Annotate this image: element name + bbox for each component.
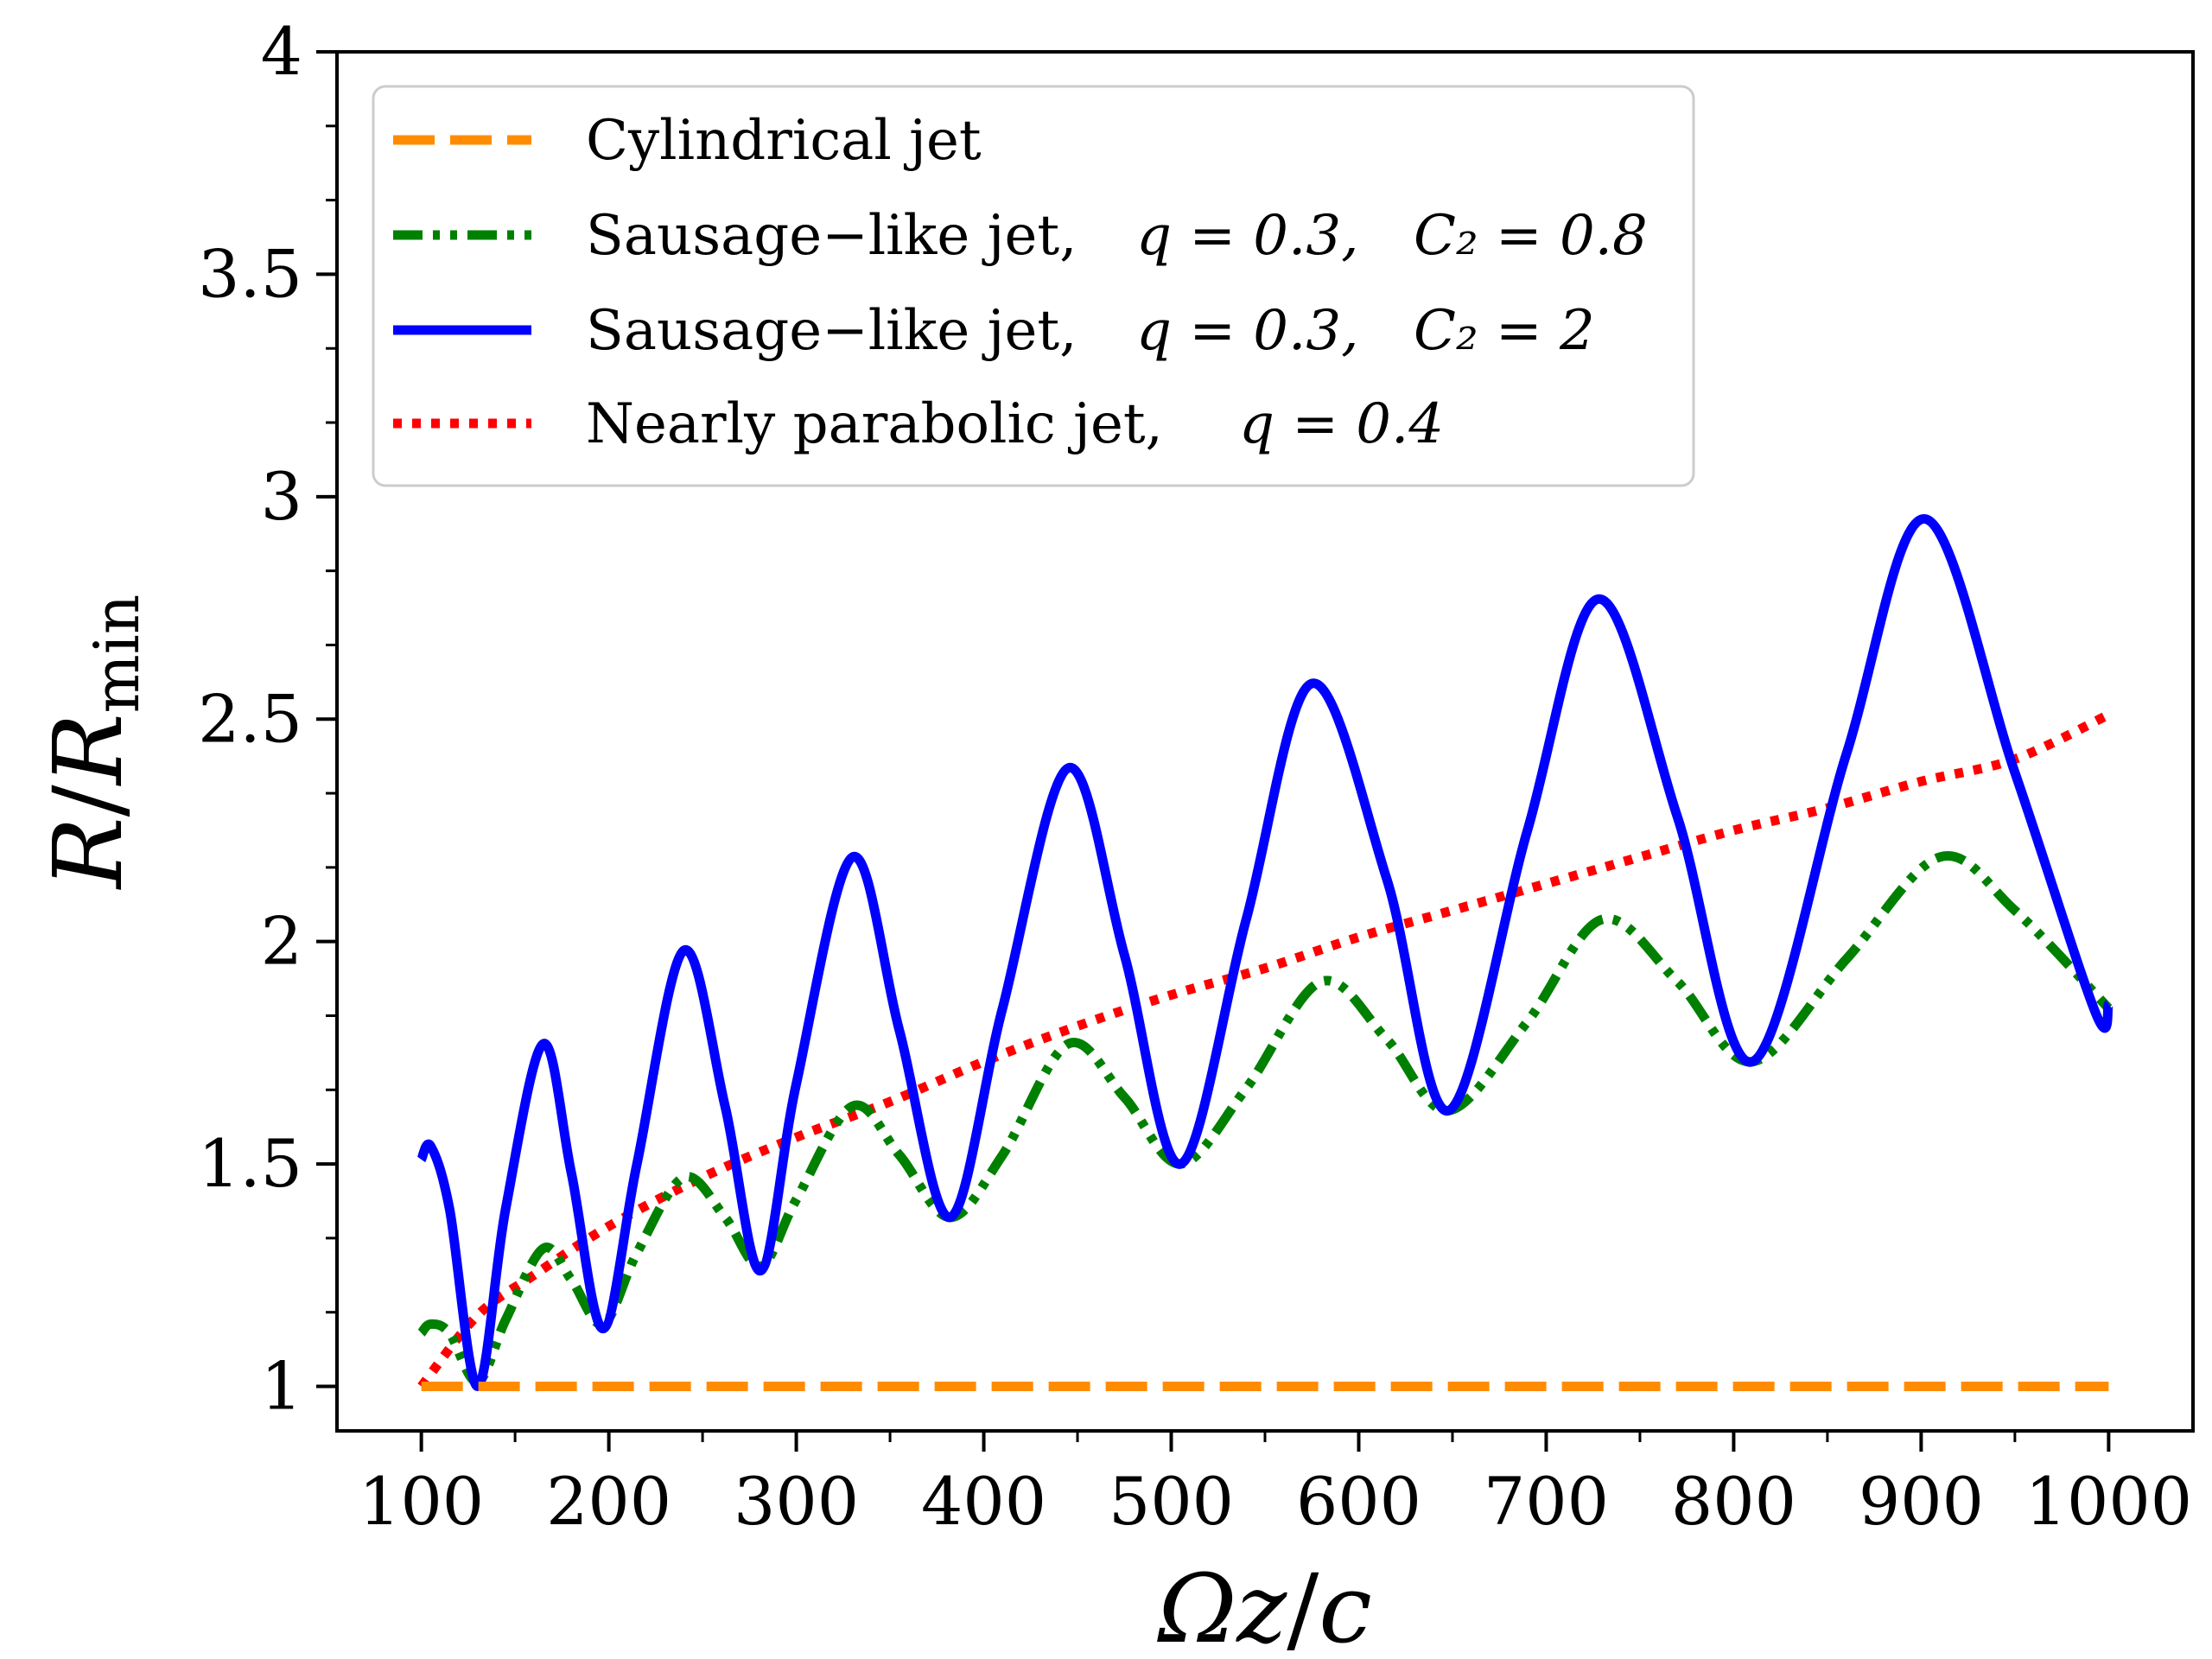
tick-labels: 100 200 300 400 500 600 700 800 900 1000 1 1.5 2 2.5 3… [198, 13, 2192, 1540]
y-axis-label-den: R [33, 713, 143, 786]
x-tick-label: 500 [1109, 1463, 1234, 1540]
x-tick-label: 100 [359, 1463, 484, 1540]
series-sausage-c08 [417, 851, 2113, 1387]
legend: Cylindrical jet Sausage−like jet, q = 0.3… [372, 85, 1695, 487]
legend-param-q-sausage-c2: q = 0.3, [1136, 299, 1358, 363]
x-axis-label-den: c [1319, 1554, 1372, 1659]
x-tick-label: 200 [546, 1463, 671, 1540]
legend-label-sausage-c2: Sausage−like jet, q = 0.3, C₂ = 2 [586, 299, 1595, 363]
x-axis-label-main: Ωz [1156, 1554, 1287, 1659]
y-tick-label: 2.5 [198, 680, 302, 757]
x-tick-label: 1000 [2025, 1463, 2192, 1540]
y-tick-label: 3 [261, 458, 302, 535]
axis-ticks [316, 50, 2111, 1452]
y-tick-label: 3.5 [198, 235, 302, 312]
legend-param-c-sausage-c2: C₂ = 2 [1414, 299, 1595, 363]
x-axis-label: Ωz/c [1156, 1554, 1372, 1659]
y-axis-label-sub: min [80, 594, 153, 714]
x-tick-label: 300 [734, 1463, 859, 1540]
legend-text-parabolic: Nearly parabolic jet, [586, 392, 1163, 456]
plot-frame [335, 50, 2195, 1433]
x-tick-label: 800 [1671, 1463, 1796, 1540]
series-sausage-c2 [416, 514, 2113, 1392]
x-tick-label: 400 [921, 1463, 1046, 1540]
y-axis-label: R/Rmin [33, 594, 153, 890]
y-tick-label: 1 [261, 1348, 302, 1425]
legend-param-q-parabolic: q = 0.4 [1239, 392, 1444, 456]
legend-text-cylindrical: Cylindrical jet [586, 109, 982, 173]
plot-series [416, 514, 2113, 1392]
x-tick-label: 600 [1296, 1463, 1421, 1540]
x-axis-label-sep: / [1287, 1554, 1319, 1659]
legend-param-c-sausage-c08: C₂ = 0.8 [1414, 204, 1648, 268]
legend-label-cylindrical: Cylindrical jet [586, 109, 982, 173]
y-tick-label: 2 [261, 903, 302, 980]
legend-box [372, 85, 1695, 487]
legend-label-parabolic: Nearly parabolic jet, q = 0.4 [586, 392, 1444, 456]
legend-param-q-sausage-c08: q = 0.3, [1136, 204, 1358, 268]
y-axis-label-sep: / [33, 784, 143, 817]
y-tick-label: 4 [261, 13, 302, 90]
y-axis-label-main: R [33, 817, 143, 890]
legend-text-sausage-c2: Sausage−like jet, [586, 299, 1077, 363]
x-tick-label: 700 [1484, 1463, 1609, 1540]
legend-text-sausage-c08: Sausage−like jet, [586, 204, 1077, 268]
x-tick-label: 900 [1859, 1463, 1984, 1540]
legend-label-sausage-c08: Sausage−like jet, q = 0.3, C₂ = 0.8 [586, 204, 1648, 268]
y-tick-label: 1.5 [198, 1125, 302, 1202]
